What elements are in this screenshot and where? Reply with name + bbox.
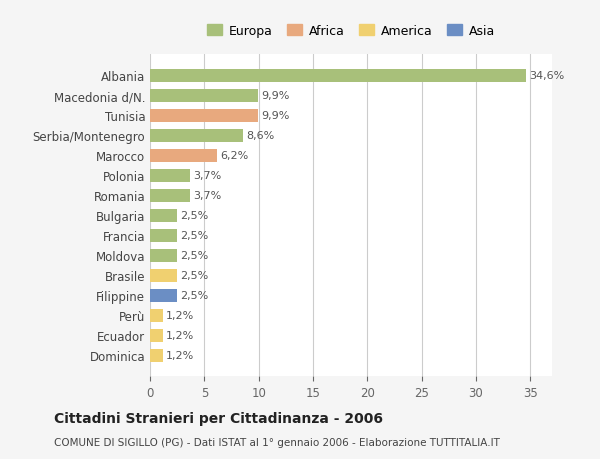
Text: 2,5%: 2,5% — [181, 291, 209, 301]
Bar — [150, 150, 217, 162]
Text: 2,5%: 2,5% — [181, 251, 209, 261]
Text: COMUNE DI SIGILLO (PG) - Dati ISTAT al 1° gennaio 2006 - Elaborazione TUTTITALIA: COMUNE DI SIGILLO (PG) - Dati ISTAT al 1… — [54, 437, 500, 447]
Bar — [150, 110, 257, 123]
Bar — [150, 90, 257, 102]
Text: 8,6%: 8,6% — [247, 131, 275, 141]
Bar — [150, 269, 177, 282]
Bar — [150, 209, 177, 222]
Text: 2,5%: 2,5% — [181, 270, 209, 280]
Bar — [150, 329, 163, 342]
Text: 2,5%: 2,5% — [181, 211, 209, 221]
Bar — [150, 349, 163, 362]
Text: 1,2%: 1,2% — [166, 350, 194, 360]
Text: 3,7%: 3,7% — [193, 191, 222, 201]
Text: 3,7%: 3,7% — [193, 171, 222, 181]
Text: 9,9%: 9,9% — [261, 91, 289, 101]
Bar — [150, 249, 177, 262]
Text: 6,2%: 6,2% — [221, 151, 249, 161]
Text: 9,9%: 9,9% — [261, 111, 289, 121]
Legend: Europa, Africa, America, Asia: Europa, Africa, America, Asia — [202, 20, 500, 43]
Bar — [150, 229, 177, 242]
Bar — [150, 169, 190, 182]
Text: 2,5%: 2,5% — [181, 231, 209, 241]
Bar — [150, 289, 177, 302]
Bar — [150, 189, 190, 202]
Bar — [150, 309, 163, 322]
Text: 1,2%: 1,2% — [166, 330, 194, 340]
Bar — [150, 129, 244, 142]
Text: Cittadini Stranieri per Cittadinanza - 2006: Cittadini Stranieri per Cittadinanza - 2… — [54, 411, 383, 425]
Bar — [150, 70, 526, 83]
Text: 34,6%: 34,6% — [529, 71, 565, 81]
Text: 1,2%: 1,2% — [166, 310, 194, 320]
